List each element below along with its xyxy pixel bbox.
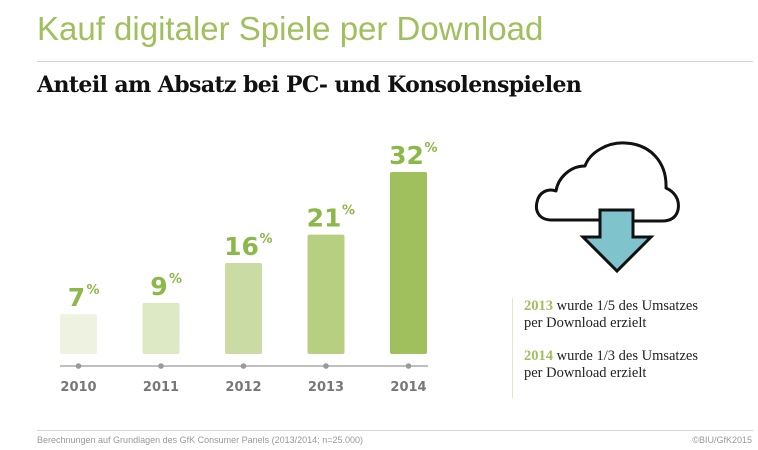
sidebar-notes: 2013 wurde 1/5 des Umsatzes per Download … xyxy=(512,298,758,398)
title-divider xyxy=(37,61,753,62)
bar-2010 xyxy=(60,314,97,354)
data-label: 7 xyxy=(68,283,85,312)
axis-tick xyxy=(240,363,247,369)
note-2014: 2014 wurde 1/3 des Umsatzes per Download … xyxy=(524,348,698,381)
percent-sign: % xyxy=(169,272,182,287)
page-title: Kauf digitaler Spiele per Download xyxy=(37,10,544,47)
data-label: 16 xyxy=(224,232,259,261)
chart-subtitle: Anteil am Absatz bei PC- und Konsolenspi… xyxy=(37,72,582,98)
axis-tick xyxy=(405,363,412,369)
x-tick-label: 2012 xyxy=(225,380,261,395)
axis-tick xyxy=(323,363,329,369)
source-note: Berechnungen auf Grundlagen des GfK Cons… xyxy=(37,435,363,445)
bar-2014 xyxy=(390,172,427,354)
axis-tick xyxy=(75,363,82,369)
bar-2012 xyxy=(225,263,262,354)
percent-sign: % xyxy=(425,141,438,156)
bar-2013 xyxy=(307,234,345,354)
x-tick-label: 2011 xyxy=(143,380,179,395)
copyright: ©BIU/GfK2015 xyxy=(692,435,752,445)
data-label: 9 xyxy=(150,272,167,301)
percent-sign: % xyxy=(342,204,355,219)
percent-sign: % xyxy=(260,232,273,247)
bar-2011 xyxy=(142,302,180,354)
x-tick-label: 2010 xyxy=(60,380,96,395)
x-tick-label: 2014 xyxy=(390,380,426,395)
x-tick-label: 2013 xyxy=(308,380,344,395)
axis-tick xyxy=(158,363,164,369)
footer-divider xyxy=(37,430,753,431)
data-label: 32 xyxy=(389,141,424,170)
percent-sign: % xyxy=(87,283,100,298)
cloud-download-icon xyxy=(534,141,680,274)
data-label: 21 xyxy=(307,204,342,233)
note-2013: 2013 wurde 1/5 des Umsatzes per Download … xyxy=(524,298,698,331)
